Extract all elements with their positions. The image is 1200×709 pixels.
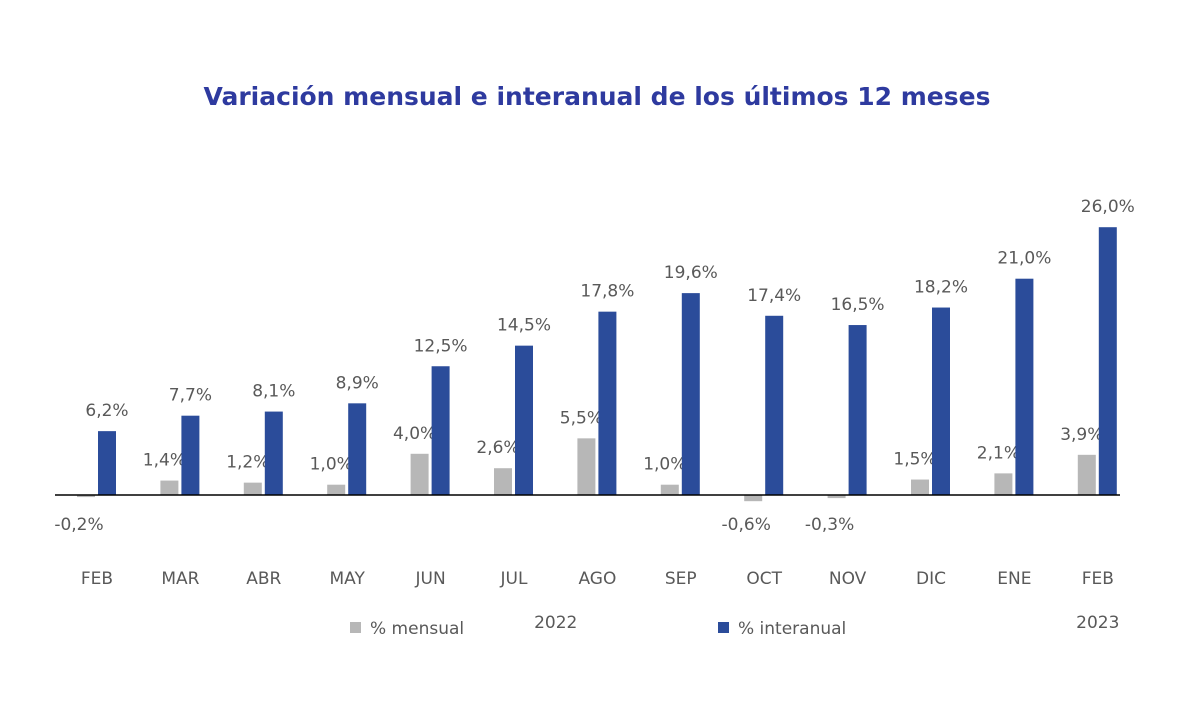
bar	[327, 484, 346, 495]
x-tick-label: ABR	[246, 569, 281, 589]
x-tick-label: DIC	[916, 569, 946, 589]
value-label: 8,9%	[336, 373, 379, 393]
bar	[515, 345, 533, 495]
bar	[264, 411, 283, 495]
x-tick-label: JUL	[500, 569, 528, 589]
value-label: 2,6%	[476, 438, 519, 458]
value-label: 1,4%	[143, 451, 186, 471]
value-label: 1,5%	[893, 450, 936, 470]
bar	[932, 307, 950, 495]
value-label: 7,7%	[169, 386, 212, 406]
value-label: -0,6%	[722, 515, 771, 535]
bar	[848, 325, 867, 495]
value-label: 1,0%	[643, 455, 686, 475]
bar	[1015, 278, 1034, 495]
year-label: 2023	[1076, 613, 1119, 633]
bar	[911, 479, 929, 495]
bar	[744, 495, 763, 502]
bar	[348, 403, 367, 495]
bar	[577, 438, 596, 495]
value-label: 2,1%	[977, 443, 1020, 463]
bar	[77, 495, 95, 498]
value-label: 17,4%	[747, 286, 801, 306]
legend-label: % mensual	[370, 619, 464, 639]
legend-swatch	[350, 622, 361, 633]
bar	[765, 315, 784, 495]
bar	[1077, 454, 1096, 495]
x-tick-label: OCT	[746, 569, 782, 589]
value-label: 1,0%	[310, 455, 353, 475]
bar	[243, 482, 262, 495]
value-label: 1,2%	[226, 453, 269, 473]
bar	[681, 293, 700, 495]
x-tick-label: ENE	[997, 569, 1031, 589]
value-label: 8,1%	[252, 382, 295, 402]
bar	[660, 484, 679, 495]
value-label: 12,5%	[414, 336, 468, 356]
value-label: -0,2%	[54, 515, 103, 535]
value-label: 4,0%	[393, 424, 436, 444]
x-tick-label: AGO	[578, 569, 616, 589]
legend-swatch	[718, 622, 729, 633]
x-tick-label: SEP	[665, 569, 697, 589]
value-label: 6,2%	[85, 401, 128, 421]
value-label: 5,5%	[560, 408, 603, 428]
legend-label: % interanual	[738, 619, 846, 639]
bar	[181, 415, 200, 495]
x-tick-label: JUN	[415, 569, 446, 589]
bar	[410, 453, 429, 495]
value-label: 16,5%	[831, 295, 885, 315]
x-tick-label: FEB	[81, 569, 113, 589]
bar	[98, 431, 116, 495]
x-tick-label: NOV	[829, 569, 867, 589]
value-label: 18,2%	[914, 278, 968, 298]
value-label: 3,9%	[1060, 425, 1103, 445]
year-label: 2022	[534, 613, 577, 633]
bar	[431, 366, 450, 495]
value-label: 19,6%	[664, 263, 718, 283]
x-tick-label: MAR	[161, 569, 199, 589]
bar	[827, 495, 846, 499]
bar	[994, 473, 1013, 495]
bar	[1098, 227, 1117, 495]
chart-title: Variación mensual e interanual de los úl…	[204, 82, 991, 111]
x-tick-label: MAY	[330, 569, 366, 589]
value-label: 14,5%	[497, 316, 551, 336]
value-label: 21,0%	[997, 249, 1051, 269]
x-tick-label: FEB	[1082, 569, 1114, 589]
bar	[494, 468, 512, 495]
value-label: 26,0%	[1081, 197, 1135, 217]
value-label: 17,8%	[580, 282, 634, 302]
value-label: -0,3%	[805, 515, 854, 535]
bar	[160, 480, 179, 495]
bar	[598, 311, 617, 495]
